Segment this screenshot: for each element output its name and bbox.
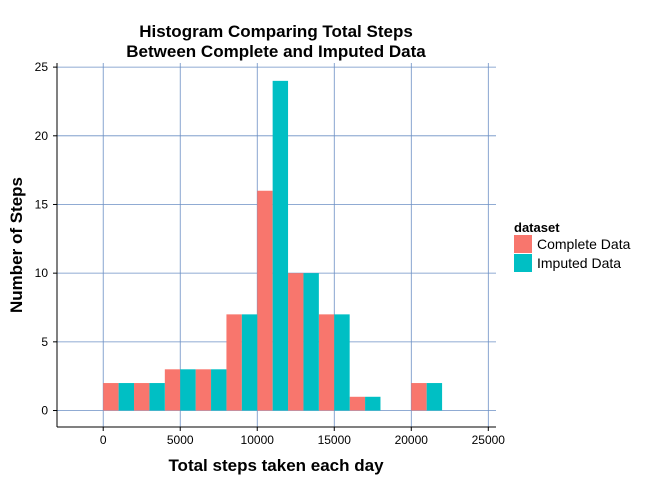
- y-tick-label-4: 20: [35, 129, 49, 143]
- y-tick-label-5: 25: [35, 60, 49, 74]
- chart-title-line-2: Between Complete and Imputed Data: [126, 42, 426, 61]
- bar-imputed-10: [426, 383, 443, 411]
- bar-complete-10: [411, 383, 427, 411]
- bar-complete-8: [349, 396, 366, 411]
- bar-complete-3: [195, 369, 212, 411]
- bar-imputed-3: [211, 369, 227, 411]
- bar-imputed-7: [334, 314, 350, 411]
- chart-title-line-1: Histogram Comparing Total Steps: [139, 22, 413, 41]
- bar-imputed-1: [149, 383, 165, 411]
- x-tick-label-0: 0: [100, 433, 107, 447]
- y-tick-label-1: 5: [41, 335, 48, 349]
- y-tick-label-3: 15: [35, 197, 49, 211]
- legend-swatch-complete: [514, 235, 532, 253]
- bar-imputed-8: [365, 396, 381, 411]
- bar-complete-6: [288, 273, 304, 411]
- bar-complete-0: [103, 383, 119, 411]
- x-tick-label-2: 10000: [241, 433, 275, 447]
- legend-swatch-imputed: [514, 254, 532, 272]
- x-tick-label-3: 15000: [318, 433, 352, 447]
- y-axis-title: Number of Steps: [7, 177, 26, 313]
- x-axis-title: Total steps taken each day: [168, 456, 384, 475]
- y-tick-label-0: 0: [41, 404, 48, 418]
- bar-complete-4: [226, 314, 242, 411]
- bar-imputed-2: [180, 369, 196, 411]
- bar-complete-5: [257, 190, 273, 411]
- bar-imputed-5: [272, 80, 289, 411]
- axes: [56, 63, 496, 428]
- legend-label-complete: Complete Data: [537, 236, 631, 252]
- tick-labels: 0 5000 10000 15000 20000 25000 0 5 10 15 20 25: [35, 60, 506, 447]
- bar-imputed-4: [241, 314, 258, 411]
- x-tick-label-1: 5000: [167, 433, 194, 447]
- bar-complete-2: [164, 369, 181, 411]
- bar-imputed-6: [303, 273, 319, 411]
- legend: dataset Complete Data Imputed Data: [514, 220, 631, 272]
- y-tick-label-2: 10: [35, 266, 49, 280]
- bar-complete-1: [134, 383, 150, 411]
- legend-title: dataset: [514, 220, 560, 235]
- bar-complete-7: [318, 314, 335, 411]
- legend-label-imputed: Imputed Data: [537, 255, 621, 271]
- bar-imputed-0: [118, 383, 135, 411]
- bars: [103, 80, 443, 411]
- x-tick-label-5: 25000: [472, 433, 506, 447]
- x-tick-label-4: 20000: [395, 433, 429, 447]
